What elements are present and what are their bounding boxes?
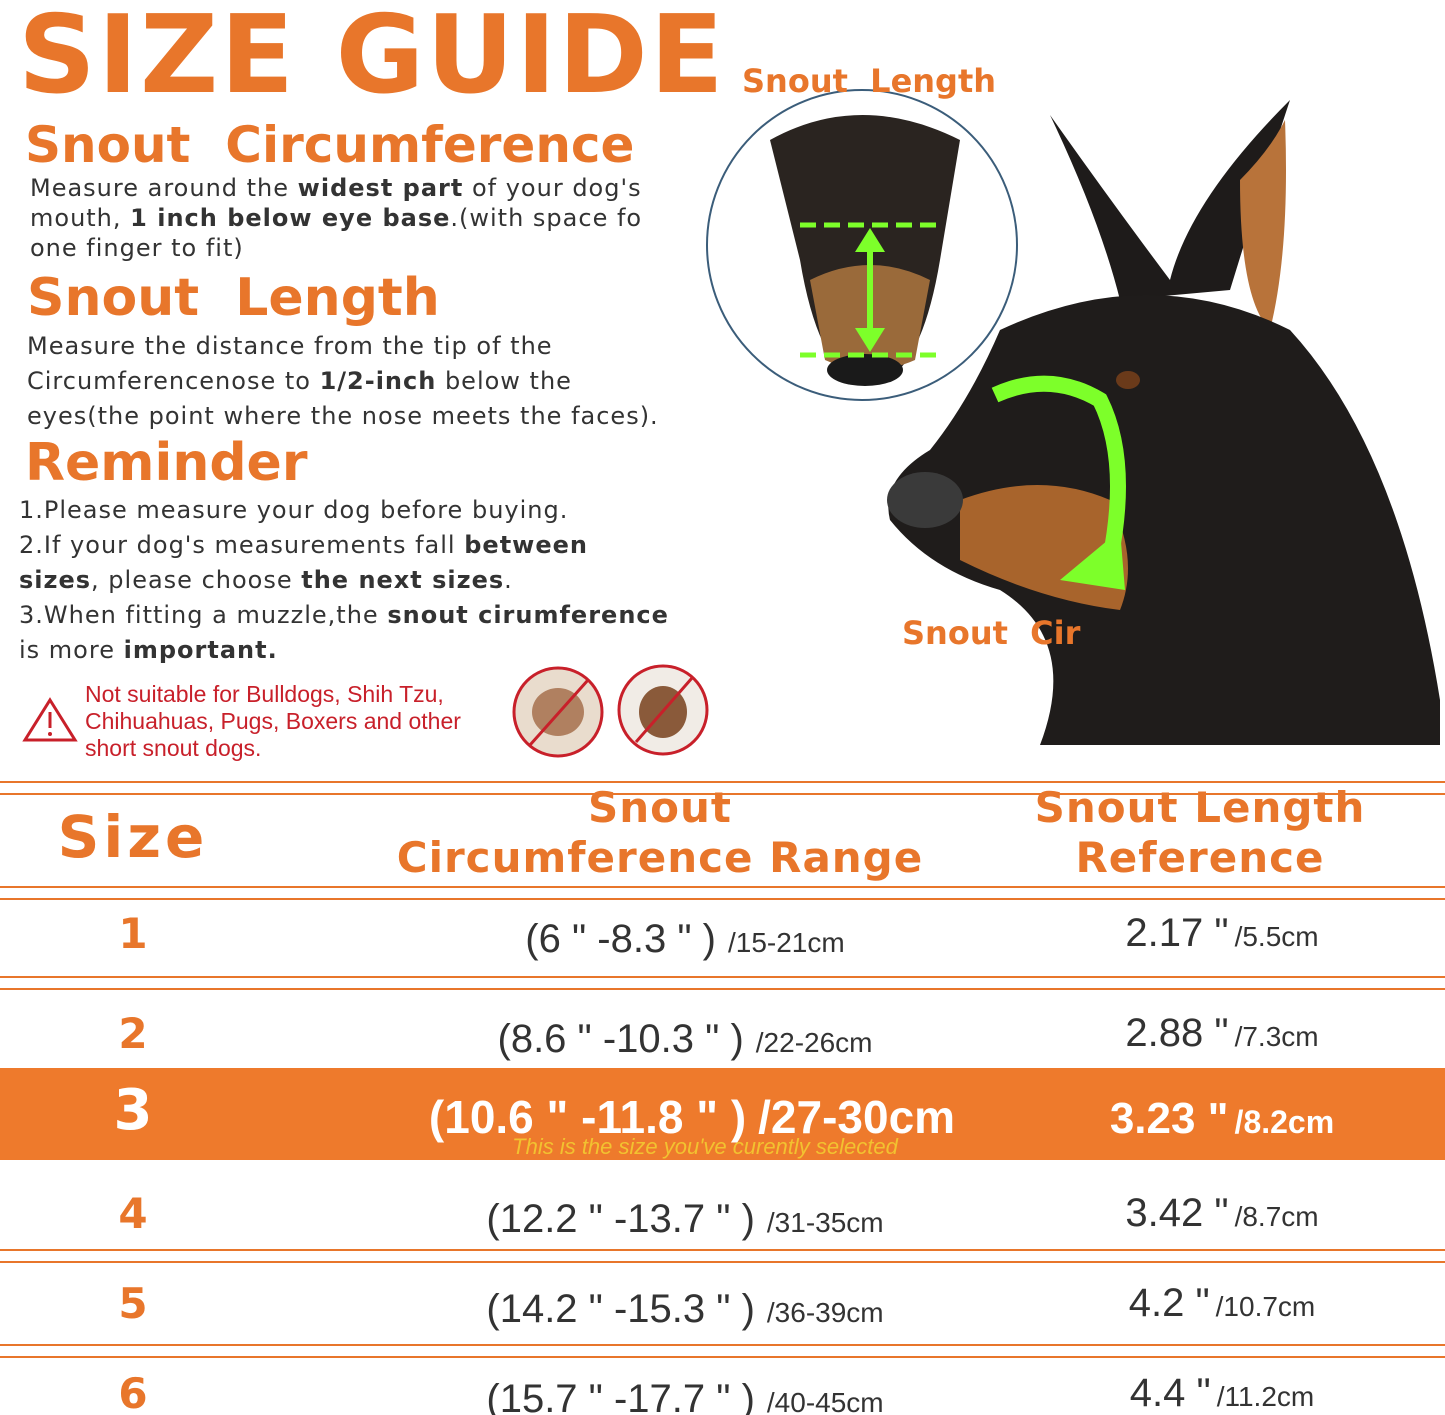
circumference-cm: /36-39cm xyxy=(767,1297,884,1328)
text-run: 2.If your dog's measurements fall xyxy=(19,531,464,559)
circumference-inches: (12.2 " -13.7 " ) xyxy=(486,1197,755,1241)
bold-text: sizes xyxy=(19,566,91,594)
section-heading: Reminder xyxy=(25,433,308,493)
circumference-inches: (14.2 " -15.3 " ) xyxy=(486,1287,755,1331)
selected-row xyxy=(0,1068,1445,1160)
length: 4.4 "/11.2cm xyxy=(1130,1371,1314,1415)
bold-text: 1/2-inch xyxy=(320,367,437,395)
section-line: Measure the distance from the tip of the xyxy=(27,332,553,360)
length-cm: /7.3cm xyxy=(1235,1021,1319,1052)
circumference-inches: (10.6 " -11.8 " ) xyxy=(429,1091,746,1143)
circumference-inches: (8.6 " -10.3 " ) xyxy=(498,1017,744,1061)
dog-photo xyxy=(887,100,1440,745)
length-cm: /8.7cm xyxy=(1235,1201,1319,1232)
section-line: 3.When fitting a muzzle,the snout cirumf… xyxy=(19,601,669,629)
length-cm: /11.2cm xyxy=(1217,1381,1315,1412)
section-line: one finger to fit) xyxy=(30,234,244,262)
size: 3 xyxy=(114,1078,153,1143)
section-line: sizes, please choose the next sizes. xyxy=(19,566,513,594)
circumference: (10.6 " -11.8 " )/27-30cm xyxy=(429,1091,955,1143)
circumference-inches: (6 " -8.3 " ) xyxy=(525,917,716,961)
bold-text: 1 inch below eye base xyxy=(130,204,450,232)
circumference: (14.2 " -15.3 " ) /36-39cm xyxy=(486,1287,883,1331)
section-heading: Snout Length xyxy=(27,268,440,328)
circumference-cm: /15-21cm xyxy=(728,927,845,958)
text-run: is more xyxy=(19,636,124,664)
text-run: eyes(the point where the nose meets the … xyxy=(27,402,659,430)
title: SIZE GUIDE xyxy=(18,0,726,118)
circumference: (6 " -8.3 " ) /15-21cm xyxy=(525,917,844,961)
column-header: Reference xyxy=(1075,833,1324,882)
circumference-cm: /27-30cm xyxy=(758,1091,955,1143)
warning-text: Not suitable for Bulldogs, Shih Tzu, xyxy=(85,681,444,707)
text-run: below the xyxy=(436,367,572,395)
column-header: Circumference Range xyxy=(397,833,924,882)
column-header: Size xyxy=(58,803,209,871)
circumference: (15.7 " -17.7 " ) /40-45cm xyxy=(486,1377,883,1415)
length-inches: 3.23 " xyxy=(1110,1094,1229,1143)
length-cm: /10.7cm xyxy=(1216,1291,1316,1322)
bold-text: widest part xyxy=(298,174,464,202)
size: 6 xyxy=(118,1369,147,1415)
text-run: . xyxy=(504,566,513,594)
text-run: Measure the distance from the tip of the xyxy=(27,332,553,360)
selection-note: This is the size you've curently selecte… xyxy=(512,1134,898,1159)
bold-text: important. xyxy=(124,636,278,664)
section-line: 1.Please measure your dog before buying. xyxy=(19,496,568,524)
section-line: 2.If your dog's measurements fall betwee… xyxy=(19,531,588,559)
text-run: 1.Please measure your dog before buying. xyxy=(19,496,568,524)
circumference-cm: /22-26cm xyxy=(756,1027,873,1058)
section-line: is more important. xyxy=(19,636,278,664)
circumference-cm: /31-35cm xyxy=(767,1207,884,1238)
circumference-inches: (15.7 " -17.7 " ) xyxy=(486,1377,755,1415)
circumference: (8.6 " -10.3 " ) /22-26cm xyxy=(498,1017,873,1061)
warning-text: Chihuahuas, Pugs, Boxers and other xyxy=(85,708,461,734)
text-run: .(with space fo xyxy=(450,204,642,232)
length-inches: 4.2 " xyxy=(1129,1281,1210,1325)
length: 3.42 "/8.7cm xyxy=(1125,1191,1318,1235)
section-line: Measure around the widest part of your d… xyxy=(30,174,642,202)
length: 4.2 "/10.7cm xyxy=(1129,1281,1316,1325)
text-run: 3.When fitting a muzzle,the xyxy=(19,601,387,629)
length-cm: /5.5cm xyxy=(1235,921,1319,952)
bold-text: the next sizes xyxy=(301,566,504,594)
length: 3.23 "/8.2cm xyxy=(1110,1094,1334,1143)
section-line: eyes(the point where the nose meets the … xyxy=(27,402,659,430)
text-run: , please choose xyxy=(91,566,301,594)
text-run: of your dog's xyxy=(463,174,641,202)
section-line: Circumferencenose to 1/2-inch below the xyxy=(27,367,572,395)
warning-icons xyxy=(22,664,709,758)
length-inches: 2.17 " xyxy=(1125,911,1228,955)
circumference: (12.2 " -13.7 " ) /31-35cm xyxy=(486,1197,883,1241)
text-run: Measure around the xyxy=(30,174,298,202)
length-inches: 4.4 " xyxy=(1130,1371,1211,1415)
text-run: Circumferencenose to xyxy=(27,367,320,395)
section-heading: Snout Circumference xyxy=(25,116,634,174)
length: 2.88 "/7.3cm xyxy=(1125,1011,1318,1055)
bold-text: between xyxy=(464,531,588,559)
length-cm: /8.2cm xyxy=(1235,1104,1335,1140)
length: 2.17 "/5.5cm xyxy=(1125,911,1318,955)
circumference-cm: /40-45cm xyxy=(767,1387,884,1415)
bold-text: snout cirumference xyxy=(387,601,669,629)
column-header: Snout Length xyxy=(1035,783,1366,832)
length-inches: 3.42 " xyxy=(1125,1191,1228,1235)
size: 2 xyxy=(118,1009,147,1058)
snout-photo xyxy=(706,89,1018,401)
warning-text: short snout dogs. xyxy=(85,735,261,761)
size: 5 xyxy=(118,1279,147,1328)
size: 4 xyxy=(118,1189,147,1238)
text-run: one finger to fit) xyxy=(30,234,244,262)
text-run: mouth, xyxy=(30,204,130,232)
column-header: Snout xyxy=(588,783,732,832)
snout-cir-label: Snout Cir xyxy=(902,614,1081,652)
length-inches: 2.88 " xyxy=(1125,1011,1228,1055)
size: 1 xyxy=(118,909,147,958)
snout-length-label: Snout Length xyxy=(742,62,996,100)
section-line: mouth, 1 inch below eye base.(with space… xyxy=(30,204,642,232)
